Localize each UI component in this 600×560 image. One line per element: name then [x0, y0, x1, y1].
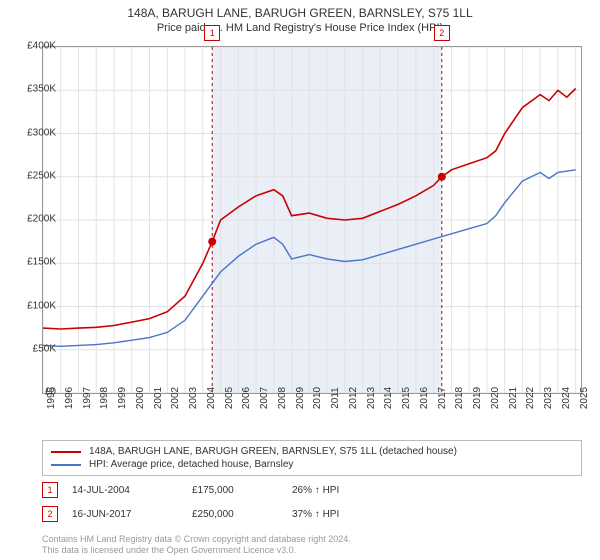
y-axis-label: £300K [16, 127, 56, 138]
transaction-price-2: £250,000 [192, 509, 292, 520]
transaction-date-2: 16-JUN-2017 [72, 509, 192, 520]
x-axis-label: 2001 [153, 387, 164, 409]
transaction-row-2: 2 16-JUN-2017 £250,000 37% ↑ HPI [42, 506, 582, 522]
chart-container: 148A, BARUGH LANE, BARUGH GREEN, BARNSLE… [0, 0, 600, 560]
x-axis-label: 2010 [312, 387, 323, 409]
y-axis-label: £350K [16, 84, 56, 95]
x-axis-label: 2020 [490, 387, 501, 409]
legend-label-hpi: HPI: Average price, detached house, Barn… [89, 459, 293, 470]
x-axis-label: 2017 [437, 387, 448, 409]
x-axis-label: 2000 [135, 387, 146, 409]
y-axis-label: £400K [16, 41, 56, 52]
x-axis-label: 2022 [525, 387, 536, 409]
x-axis-label: 2016 [419, 387, 430, 409]
x-axis-label: 1998 [99, 387, 110, 409]
x-axis-label: 2002 [170, 387, 181, 409]
title-block: 148A, BARUGH LANE, BARUGH GREEN, BARNSLE… [0, 0, 600, 34]
x-axis-label: 2024 [561, 387, 572, 409]
transaction-row-1: 1 14-JUL-2004 £175,000 26% ↑ HPI [42, 482, 582, 498]
x-axis-label: 2019 [472, 387, 483, 409]
x-axis-label: 2005 [224, 387, 235, 409]
x-axis-label: 2015 [401, 387, 412, 409]
x-axis-label: 2009 [295, 387, 306, 409]
x-axis-label: 1999 [117, 387, 128, 409]
transaction-date-1: 14-JUL-2004 [72, 485, 192, 496]
transaction-marker-2: 2 [42, 506, 58, 522]
chart-event-marker-1: 1 [204, 25, 220, 41]
legend: 148A, BARUGH LANE, BARUGH GREEN, BARNSLE… [42, 440, 582, 476]
legend-item-property: 148A, BARUGH LANE, BARUGH GREEN, BARNSLE… [51, 445, 573, 458]
x-axis-label: 2012 [348, 387, 359, 409]
chart-title: 148A, BARUGH LANE, BARUGH GREEN, BARNSLE… [0, 6, 600, 20]
legend-label-property: 148A, BARUGH LANE, BARUGH GREEN, BARNSLE… [89, 446, 457, 457]
x-axis-label: 2018 [454, 387, 465, 409]
chart-area: 12 [42, 46, 582, 394]
x-axis-label: 2008 [277, 387, 288, 409]
legend-item-hpi: HPI: Average price, detached house, Barn… [51, 458, 573, 471]
footer-line-1: Contains HM Land Registry data © Crown c… [42, 534, 351, 545]
chart-subtitle: Price paid vs. HM Land Registry's House … [0, 22, 600, 34]
x-axis-label: 1997 [82, 387, 93, 409]
transaction-diff-1: 26% ↑ HPI [292, 485, 339, 496]
x-axis-label: 2023 [543, 387, 554, 409]
y-axis-label: £200K [16, 214, 56, 225]
transaction-marker-1: 1 [42, 482, 58, 498]
x-axis-label: 2025 [579, 387, 590, 409]
x-axis-label: 2013 [366, 387, 377, 409]
x-axis-label: 2007 [259, 387, 270, 409]
x-axis-label: 2004 [206, 387, 217, 409]
footer-line-2: This data is licensed under the Open Gov… [42, 545, 351, 556]
x-axis-label: 1996 [64, 387, 75, 409]
x-axis-label: 2014 [383, 387, 394, 409]
chart-svg [43, 47, 581, 393]
y-axis-label: £150K [16, 257, 56, 268]
x-axis-label: 2003 [188, 387, 199, 409]
transaction-price-1: £175,000 [192, 485, 292, 496]
x-axis-label: 2021 [508, 387, 519, 409]
legend-swatch-hpi [51, 464, 81, 466]
footer: Contains HM Land Registry data © Crown c… [42, 534, 351, 556]
y-axis-label: £50K [16, 343, 56, 354]
x-axis-label: 2011 [330, 387, 341, 409]
x-axis-label: 2006 [241, 387, 252, 409]
y-axis-label: £250K [16, 170, 56, 181]
transaction-diff-2: 37% ↑ HPI [292, 509, 339, 520]
legend-swatch-property [51, 451, 81, 453]
chart-event-marker-2: 2 [434, 25, 450, 41]
x-axis-label: 1995 [46, 387, 57, 409]
y-axis-label: £100K [16, 300, 56, 311]
